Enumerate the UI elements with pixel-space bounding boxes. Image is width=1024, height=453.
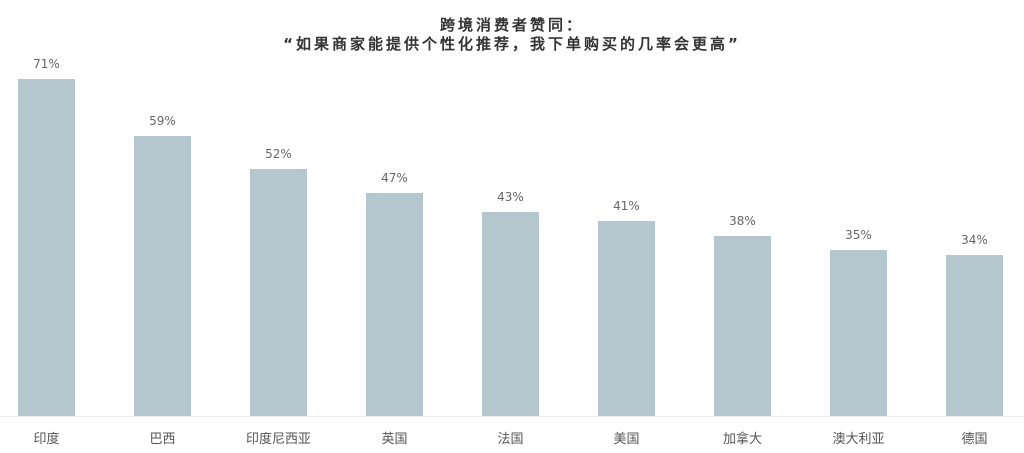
category-label: 印度 [33, 432, 60, 447]
bar [250, 169, 307, 416]
category-label: 法国 [497, 432, 524, 447]
category-label: 澳大利亚 [832, 432, 885, 447]
bar [714, 235, 771, 416]
category-label: 印度尼西亚 [245, 432, 311, 447]
bar-value-label: 52% [265, 147, 292, 162]
category-label: 巴西 [149, 432, 176, 447]
bar-value-label: 71% [33, 57, 60, 71]
bar [482, 211, 539, 416]
bar-value-label: 59% [149, 113, 176, 128]
bar-value-label: 35% [845, 227, 872, 242]
chart-subtitle: “如果商家能提供个性化推荐，我下单购买的几率会更高” [283, 35, 741, 53]
bar-value-label: 41% [613, 199, 640, 214]
chart-title: 跨境消费者赞同： [439, 16, 584, 34]
x-axis-baseline [0, 416, 1024, 417]
bar [830, 249, 887, 416]
category-label: 德国 [961, 432, 988, 447]
bar-value-label: 47% [381, 170, 408, 185]
bar [18, 79, 75, 416]
bar [366, 192, 423, 416]
category-label: 加拿大 [722, 432, 762, 447]
category-label: 美国 [613, 432, 640, 447]
bar-value-label: 34% [961, 232, 988, 247]
bar [598, 221, 655, 416]
bar-value-label: 43% [497, 189, 524, 204]
category-label: 英国 [381, 432, 408, 447]
bar [134, 135, 191, 416]
bar [946, 254, 1003, 416]
bar-value-label: 38% [729, 213, 756, 228]
